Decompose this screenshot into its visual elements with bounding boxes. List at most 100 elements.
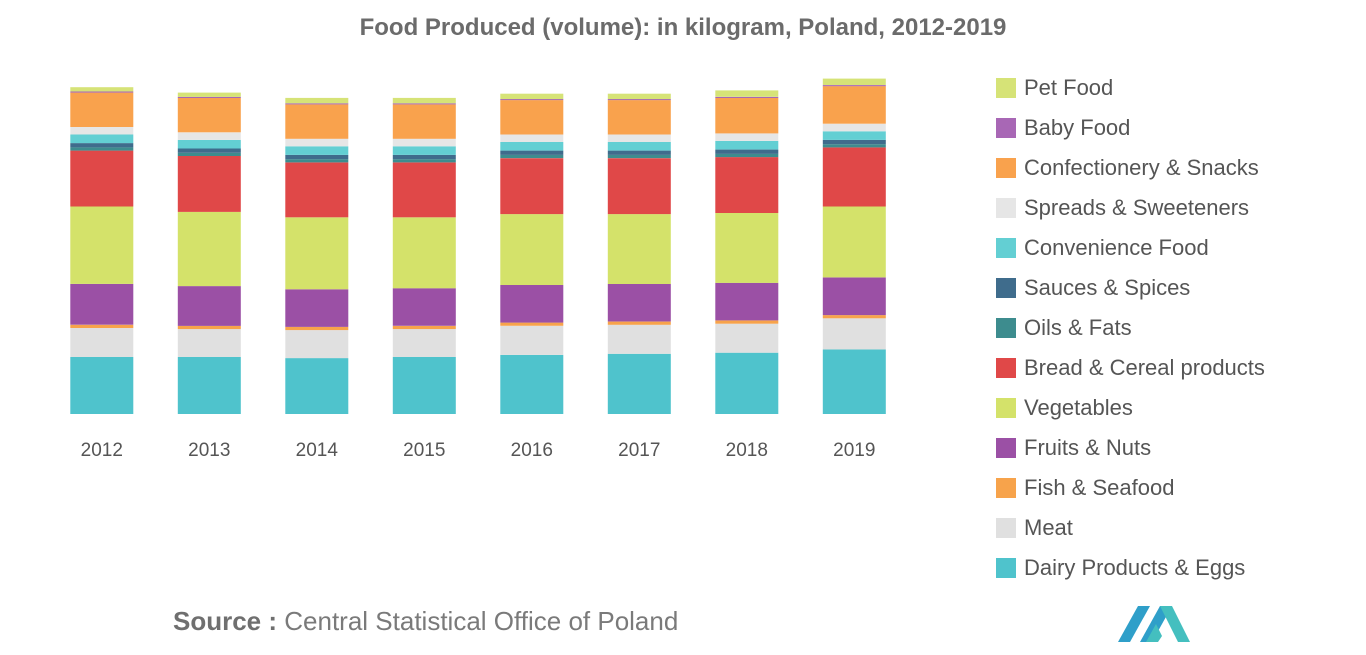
bar-segment-2019-bread-cereal-products [822, 147, 886, 207]
source-label: Source : [173, 606, 278, 636]
bar-segment-2014-fruits-nuts [285, 289, 349, 327]
legend-label: Vegetables [1024, 395, 1133, 420]
legend: Pet Food Baby Food Confectionery & Snacks S… [996, 68, 1356, 588]
legend-label: Meat [1024, 515, 1073, 540]
bar-segment-2012-pet-food [70, 87, 134, 92]
bar-segment-2012-meat [70, 328, 134, 357]
bar-segment-2014-meat [285, 330, 349, 359]
bar-segment-2012-fish-seafood [70, 324, 134, 328]
bar-segment-2019-spreads-sweeteners [822, 123, 886, 132]
bar-segment-2013-dairy-products-eggs [177, 357, 241, 414]
legend-item-sauces-spices: Sauces & Spices [996, 268, 1356, 308]
bar-segment-2015-meat [392, 329, 456, 357]
bar-segment-2019-oils-fats [822, 144, 886, 148]
bar-segment-2014-spreads-sweeteners [285, 138, 349, 147]
source-note: Source : Central Statistical Office of P… [173, 606, 678, 637]
bar-segment-2012-fruits-nuts [70, 283, 134, 325]
bar-segment-2019-sauces-spices [822, 139, 886, 145]
bar-segment-2015-spreads-sweeteners [392, 138, 456, 147]
legend-swatch [996, 158, 1016, 178]
legend-item-vegetables: Vegetables [996, 388, 1356, 428]
bar-segment-2012-confectionery-snacks [70, 92, 134, 127]
bar-segment-2016-baby-food [500, 99, 564, 101]
bar-segment-2019-baby-food [822, 85, 886, 87]
bar-segment-2014-dairy-products-eggs [285, 358, 349, 414]
legend-label: Baby Food [1024, 115, 1131, 140]
legend-item-baby-food: Baby Food [996, 108, 1356, 148]
bar-segment-2015-fish-seafood [392, 325, 456, 330]
legend-item-confectionery-snacks: Confectionery & Snacks [996, 148, 1356, 188]
bar-segment-2017-spreads-sweeteners [607, 134, 671, 142]
x-tick-label-2019: 2019 [833, 440, 875, 461]
bar-segment-2017-bread-cereal-products [607, 158, 671, 215]
legend-label: Confectionery & Snacks [1024, 155, 1259, 180]
bar-segment-2013-oils-fats [177, 152, 241, 156]
bar-segment-2015-sauces-spices [392, 154, 456, 160]
bar-segment-2018-meat [715, 323, 779, 353]
bar-segment-2013-fish-seafood [177, 325, 241, 330]
bar-segment-2014-baby-food [285, 103, 349, 105]
bar-segment-2019-fish-seafood [822, 315, 886, 319]
bar-segment-2018-bread-cereal-products [715, 157, 779, 213]
bar-segment-2018-spreads-sweeteners [715, 133, 779, 141]
bar-segment-2013-confectionery-snacks [177, 97, 241, 133]
bar-segment-2013-pet-food [177, 92, 241, 97]
source-text: Central Statistical Office of Poland [284, 606, 679, 636]
legend-swatch [996, 478, 1016, 498]
legend-swatch [996, 518, 1016, 538]
legend-label: Bread & Cereal products [1024, 355, 1265, 380]
bar-segment-2016-meat [500, 325, 564, 355]
bar-segment-2014-pet-food [285, 97, 349, 104]
bar-segment-2019-confectionery-snacks [822, 86, 886, 124]
bar-segment-2019-meat [822, 318, 886, 350]
bar-segment-2017-fruits-nuts [607, 283, 671, 322]
legend-item-convenience-food: Convenience Food [996, 228, 1356, 268]
bar-segment-2017-oils-fats [607, 154, 671, 159]
bar-segment-2018-convenience-food [715, 140, 779, 150]
chart-title: Food Produced (volume): in kilogram, Pol… [359, 14, 1007, 41]
bar-segment-2012-convenience-food [70, 134, 134, 144]
bar-segment-2015-dairy-products-eggs [392, 357, 456, 414]
bar-segment-2013-vegetables [177, 211, 241, 287]
bar-segment-2017-vegetables [607, 214, 671, 284]
bar-segment-2015-fruits-nuts [392, 288, 456, 326]
bar-segment-2017-convenience-food [607, 142, 671, 151]
bar-segment-2019-fruits-nuts [822, 277, 886, 316]
bar-segment-2015-bread-cereal-products [392, 162, 456, 218]
legend-swatch [996, 238, 1016, 258]
bar-segment-2016-oils-fats [500, 154, 564, 159]
bars-layer [70, 78, 886, 414]
bar-segment-2014-sauces-spices [285, 154, 349, 160]
x-tick-label-2018: 2018 [726, 440, 768, 461]
bar-segment-2016-fish-seafood [500, 322, 564, 326]
bar-segment-2013-sauces-spices [177, 148, 241, 153]
legend-label: Spreads & Sweeteners [1024, 195, 1250, 220]
x-tick-label-2015: 2015 [403, 440, 445, 461]
bar-segment-2016-dairy-products-eggs [500, 354, 564, 414]
bar-segment-2018-fruits-nuts [715, 282, 779, 321]
chart-plot-area: 2012 2013 2014 2015 2016 2017 2018 2019 [70, 78, 886, 461]
bar-segment-2019-dairy-products-eggs [822, 349, 886, 414]
legend-item-pet-food: Pet Food [996, 68, 1356, 108]
legend-item-fruits-nuts: Fruits & Nuts [996, 428, 1356, 468]
legend-swatch [996, 78, 1016, 98]
legend-swatch [996, 198, 1016, 218]
bar-segment-2013-meat [177, 329, 241, 357]
bar-segment-2016-fruits-nuts [500, 285, 564, 323]
bar-segment-2014-vegetables [285, 217, 349, 290]
legend-item-fish-seafood: Fish & Seafood [996, 468, 1356, 508]
bar-segment-2017-fish-seafood [607, 321, 671, 325]
legend-item-oils-fats: Oils & Fats [996, 308, 1356, 348]
legend-label: Fish & Seafood [1024, 475, 1175, 500]
legend-item-dairy-products-eggs: Dairy Products & Eggs [996, 548, 1356, 588]
bar-segment-2018-dairy-products-eggs [715, 352, 779, 414]
legend-item-meat: Meat [996, 508, 1356, 548]
bar-segment-2019-vegetables [822, 206, 886, 278]
x-axis-ticks: 2012 2013 2014 2015 2016 2017 2018 2019 [81, 440, 876, 461]
bar-segment-2013-fruits-nuts [177, 286, 241, 326]
bar-segment-2014-confectionery-snacks [285, 104, 349, 139]
bar-segment-2015-oils-fats [392, 159, 456, 163]
legend-label: Dairy Products & Eggs [1024, 555, 1246, 580]
bar-segment-2016-convenience-food [500, 142, 564, 151]
